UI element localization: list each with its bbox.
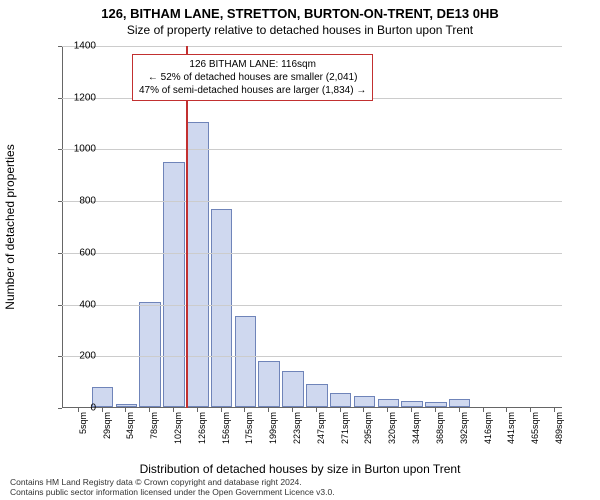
x-tick-label: 465sqm [530, 412, 540, 444]
x-tick-label: 416sqm [483, 412, 493, 444]
x-tick-label: 489sqm [554, 412, 564, 444]
histogram-bar [235, 316, 257, 407]
histogram-bar [116, 404, 138, 407]
x-tick-label: 54sqm [125, 412, 135, 439]
footer-line2: Contains public sector information licen… [10, 487, 335, 497]
x-tick-label: 271sqm [340, 412, 350, 444]
y-tick-label: 1400 [56, 41, 96, 52]
x-tick-label: 223sqm [292, 412, 302, 444]
x-tick-label: 102sqm [173, 412, 183, 444]
histogram-bar [449, 399, 471, 407]
x-tick-label: 295sqm [363, 412, 373, 444]
histogram-bar [139, 302, 161, 407]
x-tick-label: 5sqm [78, 412, 88, 434]
x-tick-label: 344sqm [411, 412, 421, 444]
gridline [62, 149, 562, 150]
gridline [62, 46, 562, 47]
histogram-bar [330, 393, 352, 407]
x-tick-label: 320sqm [387, 412, 397, 444]
x-tick-label: 126sqm [197, 412, 207, 444]
x-axis-title: Distribution of detached houses by size … [0, 462, 600, 476]
histogram-bar [306, 384, 328, 407]
y-tick-label: 200 [56, 351, 96, 362]
gridline [62, 356, 562, 357]
annotation-line2: ← 52% of detached houses are smaller (2,… [139, 71, 366, 84]
gridline [62, 201, 562, 202]
annotation-line1: 126 BITHAM LANE: 116sqm [139, 58, 366, 71]
x-tick-label: 368sqm [435, 412, 445, 444]
annotation-line3: 47% of semi-detached houses are larger (… [139, 84, 366, 97]
gridline [62, 305, 562, 306]
footer-line1: Contains HM Land Registry data © Crown c… [10, 477, 335, 487]
gridline [62, 253, 562, 254]
y-axis-title: Number of detached properties [3, 144, 17, 309]
y-tick-label: 1000 [56, 144, 96, 155]
y-tick-label: 1200 [56, 92, 96, 103]
histogram-bar [378, 399, 400, 407]
page-subtitle: Size of property relative to detached ho… [0, 21, 600, 37]
y-tick-label: 0 [56, 403, 96, 414]
x-axis-line [62, 407, 562, 408]
x-tick-label: 247sqm [316, 412, 326, 444]
histogram-bar [187, 122, 209, 407]
page-title: 126, BITHAM LANE, STRETTON, BURTON-ON-TR… [0, 0, 600, 21]
histogram-bar [211, 209, 233, 408]
histogram-bar [401, 401, 423, 407]
histogram-plot: 5sqm29sqm54sqm78sqm102sqm126sqm156sqm175… [62, 46, 562, 408]
x-tick-label: 441sqm [506, 412, 516, 444]
y-tick-label: 400 [56, 299, 96, 310]
histogram-bar [282, 371, 304, 407]
y-tick-label: 800 [56, 196, 96, 207]
histogram-bar [425, 402, 447, 407]
x-tick-label: 199sqm [268, 412, 278, 444]
x-tick-label: 156sqm [221, 412, 231, 444]
annotation-box: 126 BITHAM LANE: 116sqm ← 52% of detache… [132, 54, 373, 101]
histogram-bar [258, 361, 280, 407]
y-tick-label: 600 [56, 247, 96, 258]
footer-attribution: Contains HM Land Registry data © Crown c… [10, 477, 335, 497]
x-tick-label: 78sqm [149, 412, 159, 439]
histogram-bar [354, 396, 376, 407]
x-tick-label: 175sqm [244, 412, 254, 444]
x-tick-label: 392sqm [459, 412, 469, 444]
x-tick-label: 29sqm [102, 412, 112, 439]
histogram-bar [163, 162, 185, 407]
